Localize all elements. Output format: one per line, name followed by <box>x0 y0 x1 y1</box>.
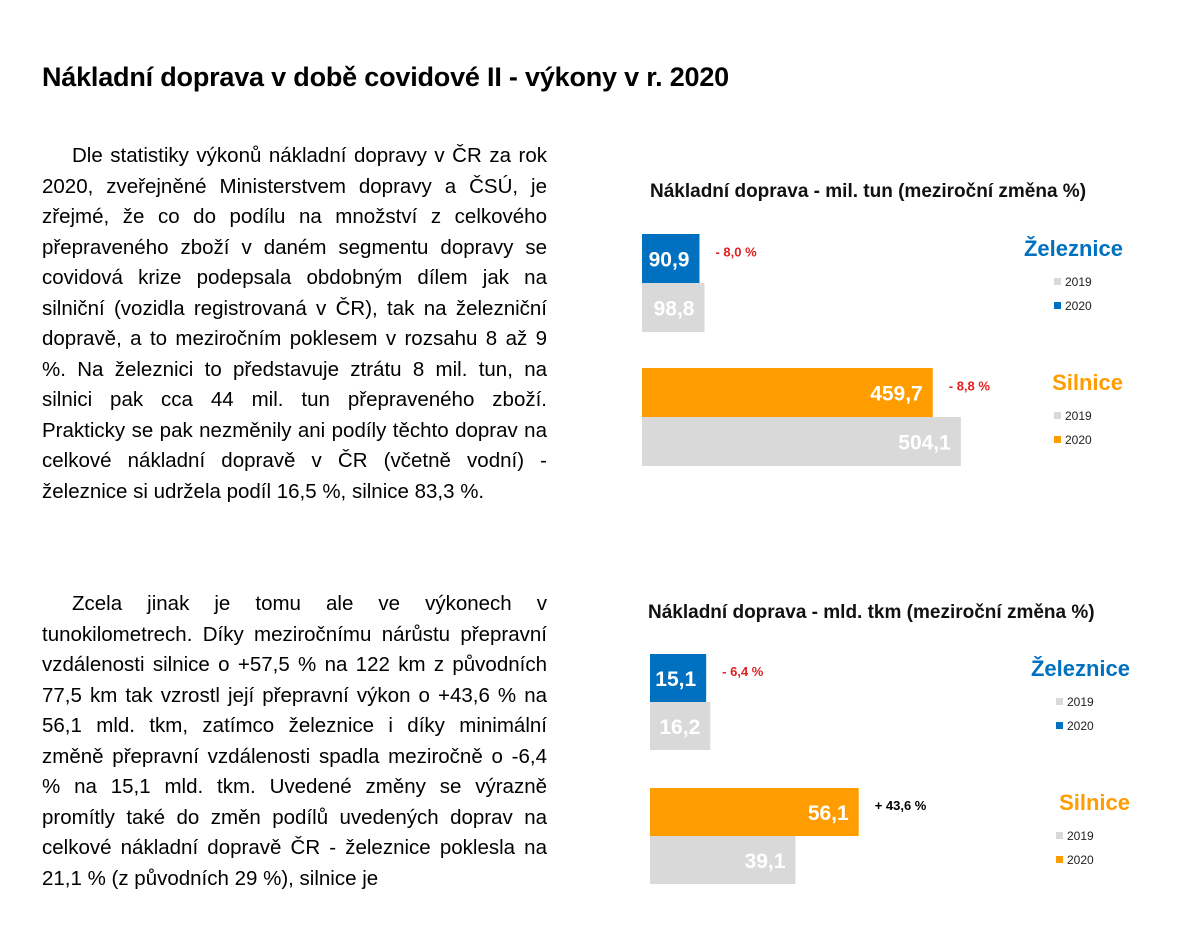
change-label-road: - 8,8 % <box>949 379 991 394</box>
mode-label-road: Silnice <box>1052 370 1123 395</box>
legend-swatch-rail-2020 <box>1054 302 1061 309</box>
legend-swatch-rail-2019 <box>1054 278 1061 285</box>
paragraph-1: Dle statistiky výkonů nákladní dopravy v… <box>42 144 547 503</box>
bar-label-rail-2020: 90,9 <box>649 249 690 272</box>
bar-rail-2019 <box>650 702 711 750</box>
chart-tkm-svg: Nákladní doprava - mld. tkm (meziroční z… <box>648 602 1130 884</box>
legend-text-rail-2020: 2020 <box>1065 299 1092 313</box>
legend-swatch-rail-2019 <box>1056 698 1063 705</box>
legend-text-road-2020: 2020 <box>1067 853 1094 867</box>
legend-text-road-2019: 2019 <box>1067 829 1094 843</box>
bar-label-rail-2020: 15,1 <box>655 668 696 691</box>
legend-swatch-road-2020 <box>1056 856 1063 863</box>
legend-swatch-road-2019 <box>1056 832 1063 839</box>
bar-label-rail-2019: 16,2 <box>659 716 700 739</box>
bar-road-2020 <box>650 788 859 836</box>
change-label-rail: - 8,0 % <box>715 245 757 260</box>
mode-label-rail: Železnice <box>1031 656 1130 681</box>
legend-text-rail-2019: 2019 <box>1065 275 1092 289</box>
bar-label-road-2019: 39,1 <box>745 850 786 873</box>
legend-swatch-road-2019 <box>1054 412 1061 419</box>
change-label-rail: - 6,4 % <box>722 664 764 679</box>
change-label-road: + 43,6 % <box>875 798 927 813</box>
page-title: Nákladní doprava v době covidové II - vý… <box>42 62 729 92</box>
mode-label-road: Silnice <box>1059 790 1130 815</box>
bar-rail-2020 <box>650 654 707 702</box>
chart-title: Nákladní doprava - mld. tkm (meziroční z… <box>648 602 1095 623</box>
legend-text-road-2019: 2019 <box>1065 409 1092 423</box>
bar-road-2020 <box>642 368 933 417</box>
bar-label-road-2019: 504,1 <box>898 432 951 455</box>
legend-swatch-rail-2020 <box>1056 722 1063 729</box>
chart-tkm: Nákladní doprava - mld. tkm (meziroční z… <box>620 596 1180 896</box>
chart-tons-svg: Nákladní doprava - mil. tun (meziroční z… <box>642 181 1123 466</box>
bar-road-2019 <box>650 836 796 884</box>
mode-label-rail: Železnice <box>1024 236 1123 261</box>
bar-rail-2020 <box>642 234 700 283</box>
bar-label-rail-2019: 98,8 <box>654 298 695 321</box>
chart-title: Nákladní doprava - mil. tun (meziroční z… <box>650 181 1086 202</box>
bar-label-road-2020: 459,7 <box>870 383 923 406</box>
legend-text-rail-2019: 2019 <box>1067 695 1094 709</box>
bar-rail-2019 <box>642 283 705 332</box>
paragraph-2: Zcela jinak je tomu ale ve výkonech v tu… <box>42 592 547 890</box>
legend-text-road-2020: 2020 <box>1065 433 1092 447</box>
chart-tons: Nákladní doprava - mil. tun (meziroční z… <box>620 175 1180 475</box>
bar-road-2019 <box>642 417 961 466</box>
bar-label-road-2020: 56,1 <box>808 802 849 825</box>
legend-swatch-road-2020 <box>1054 436 1061 443</box>
legend-text-rail-2020: 2020 <box>1067 719 1094 733</box>
